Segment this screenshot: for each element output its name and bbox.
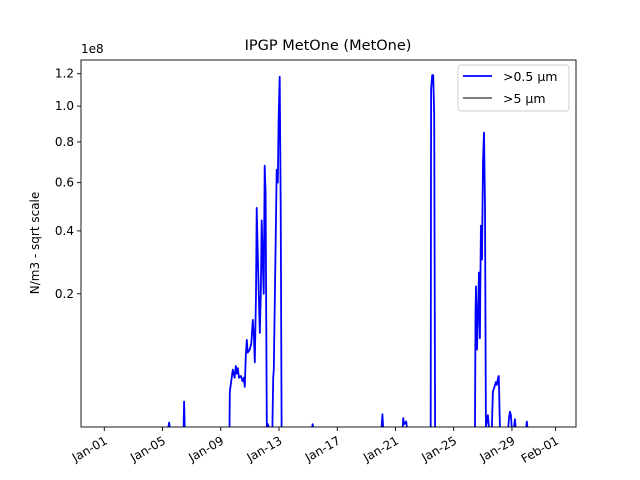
y-tick-label: 1.0 bbox=[55, 99, 74, 113]
x-tick-label: Jan-05 bbox=[127, 433, 168, 465]
series-line-0-segment bbox=[474, 131, 490, 427]
x-tick-label: Feb-01 bbox=[519, 433, 561, 466]
axes: Jan-01 Jan-05 Jan-09 Jan-13 Jan-17 Jan-21 Jan-… bbox=[55, 59, 577, 466]
series-line-0-segment bbox=[429, 74, 436, 427]
y-tick-label: 0.2 bbox=[55, 287, 74, 301]
x-tick-label: Jan-17 bbox=[302, 433, 343, 465]
plot-area bbox=[167, 74, 529, 427]
series-line-0-segment bbox=[401, 417, 408, 427]
series-line-0-segment bbox=[491, 375, 501, 427]
x-tick-label: Jan-09 bbox=[185, 433, 226, 465]
series-line-0-segment bbox=[271, 75, 283, 427]
series-line-0-segment bbox=[513, 418, 517, 427]
series-line-0-segment bbox=[380, 413, 384, 427]
y-tick-label: 1.2 bbox=[55, 67, 74, 81]
series-line-0-segment bbox=[182, 400, 186, 427]
y-axis-label: N/m3 - sqrt scale bbox=[28, 192, 42, 295]
y-offset-text: 1e8 bbox=[81, 42, 104, 56]
series-line-0-segment bbox=[228, 164, 270, 427]
y-tick-label: 0.4 bbox=[55, 224, 74, 238]
x-tick-label: Jan-01 bbox=[69, 433, 110, 465]
series-line-0-segment bbox=[525, 420, 529, 427]
series-line-0-segment bbox=[311, 423, 315, 427]
series-line-0-segment bbox=[167, 421, 171, 427]
x-tick-label: Jan-25 bbox=[418, 433, 459, 465]
series-line-0-segment bbox=[507, 410, 513, 427]
x-tick-label: Jan-13 bbox=[244, 433, 285, 465]
legend-label: >0.5 µm bbox=[503, 69, 557, 84]
x-tick-label: Jan-29 bbox=[477, 433, 518, 465]
x-tick-label: Jan-21 bbox=[360, 433, 401, 465]
y-tick-label: 0.8 bbox=[55, 135, 74, 149]
y-tick-label: 0.6 bbox=[55, 176, 74, 190]
axes-frame bbox=[80, 59, 577, 428]
legend: >0.5 µm >5 µm bbox=[457, 64, 570, 112]
chart-title: IPGP MetOne (MetOne) bbox=[245, 38, 412, 54]
legend-label: >5 µm bbox=[503, 91, 546, 106]
